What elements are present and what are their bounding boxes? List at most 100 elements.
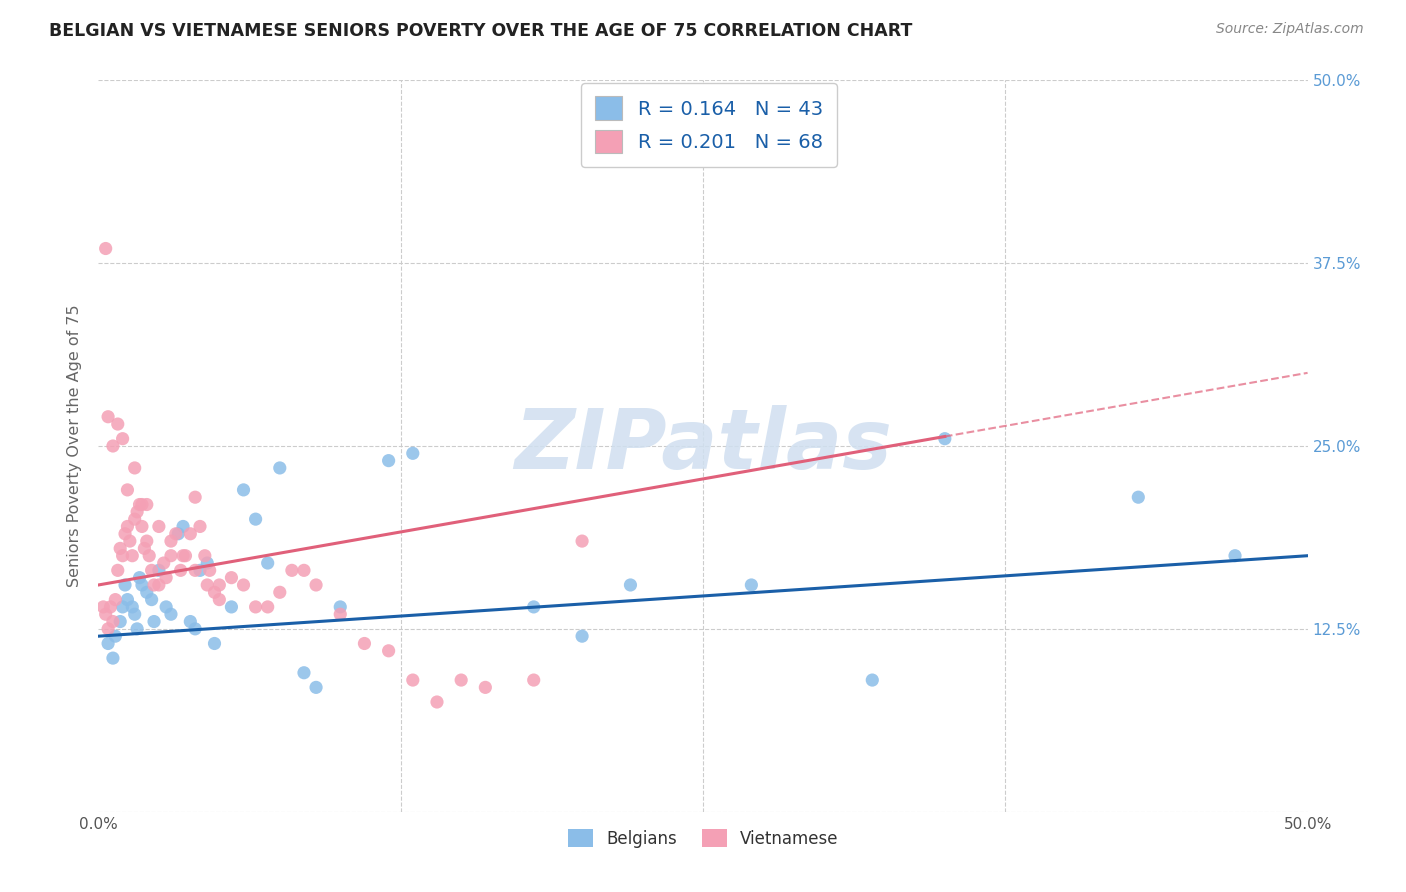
Point: [221, 599, 243, 614]
Point: [134, 541, 156, 556]
Point: [174, 549, 197, 563]
Point: [143, 578, 166, 592]
Point: [135, 585, 157, 599]
Point: [160, 549, 183, 563]
Point: [329, 599, 352, 614]
Point: [148, 519, 170, 533]
Point: [292, 563, 315, 577]
Point: [94, 607, 117, 622]
Text: BELGIAN VS VIETNAMESE SENIORS POVERTY OVER THE AGE OF 75 CORRELATION CHART: BELGIAN VS VIETNAMESE SENIORS POVERTY OV…: [49, 22, 912, 40]
Point: [194, 549, 217, 563]
Point: [114, 526, 136, 541]
Point: [124, 607, 146, 622]
Point: [1128, 490, 1150, 504]
Point: [169, 563, 191, 577]
Point: [208, 592, 231, 607]
Point: [91, 599, 114, 614]
Point: [107, 417, 129, 431]
Point: [329, 607, 352, 622]
Point: [100, 599, 122, 614]
Point: [245, 512, 267, 526]
Point: [195, 578, 218, 592]
Point: [104, 629, 127, 643]
Point: [221, 571, 243, 585]
Point: [165, 526, 187, 541]
Point: [104, 592, 127, 607]
Point: [256, 556, 278, 570]
Point: [450, 673, 472, 687]
Point: [141, 592, 163, 607]
Point: [172, 519, 194, 533]
Point: [172, 549, 194, 563]
Point: [111, 432, 134, 446]
Point: [117, 519, 139, 533]
Point: [204, 636, 226, 650]
Point: [138, 549, 160, 563]
Point: [474, 681, 496, 695]
Point: [124, 512, 146, 526]
Point: [740, 578, 762, 592]
Text: Source: ZipAtlas.com: Source: ZipAtlas.com: [1216, 22, 1364, 37]
Point: [114, 578, 136, 592]
Point: [619, 578, 641, 592]
Point: [148, 563, 170, 577]
Point: [97, 636, 120, 650]
Point: [148, 578, 170, 592]
Point: [111, 549, 134, 563]
Point: [179, 615, 201, 629]
Point: [167, 526, 190, 541]
Point: [128, 498, 150, 512]
Point: [101, 651, 124, 665]
Point: [184, 563, 207, 577]
Point: [127, 505, 149, 519]
Point: [198, 563, 221, 577]
Point: [269, 461, 291, 475]
Point: [571, 629, 593, 643]
Point: [377, 644, 399, 658]
Point: [256, 599, 278, 614]
Point: [128, 571, 150, 585]
Point: [111, 599, 134, 614]
Point: [232, 578, 254, 592]
Y-axis label: Seniors Poverty Over the Age of 75: Seniors Poverty Over the Age of 75: [67, 305, 83, 587]
Point: [934, 432, 956, 446]
Point: [188, 519, 211, 533]
Text: ZIPatlas: ZIPatlas: [515, 406, 891, 486]
Point: [160, 607, 183, 622]
Point: [179, 526, 201, 541]
Point: [143, 615, 166, 629]
Point: [204, 585, 226, 599]
Point: [269, 585, 291, 599]
Point: [118, 534, 141, 549]
Point: [377, 453, 399, 467]
Point: [402, 446, 425, 460]
Point: [860, 673, 883, 687]
Point: [141, 563, 163, 577]
Point: [245, 599, 267, 614]
Point: [121, 549, 143, 563]
Point: [131, 498, 153, 512]
Point: [571, 534, 593, 549]
Point: [402, 673, 425, 687]
Point: [184, 622, 207, 636]
Point: [117, 592, 139, 607]
Point: [292, 665, 315, 680]
Point: [232, 483, 254, 497]
Point: [108, 615, 131, 629]
Point: [152, 556, 174, 570]
Point: [305, 578, 328, 592]
Point: [426, 695, 449, 709]
Point: [97, 622, 120, 636]
Point: [117, 483, 139, 497]
Point: [184, 490, 207, 504]
Point: [188, 563, 211, 577]
Legend: Belgians, Vietnamese: Belgians, Vietnamese: [561, 822, 845, 855]
Point: [107, 563, 129, 577]
Point: [97, 409, 120, 424]
Point: [135, 498, 157, 512]
Point: [523, 599, 546, 614]
Point: [281, 563, 304, 577]
Point: [101, 439, 124, 453]
Point: [160, 534, 183, 549]
Point: [131, 519, 153, 533]
